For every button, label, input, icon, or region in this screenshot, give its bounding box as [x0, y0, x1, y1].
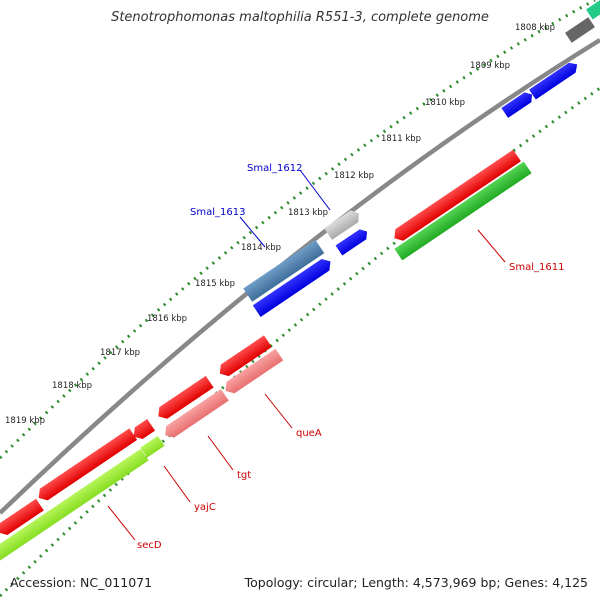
inner-tick-ring [0, 86, 600, 598]
accession-text: Accession: NC_011071 [10, 575, 153, 590]
gene-feature-lime[interactable] [140, 435, 165, 458]
kbp-label: 1816 kbp [147, 314, 187, 324]
gene-feature-red[interactable] [216, 335, 272, 379]
gene-feature-gray[interactable] [565, 17, 595, 43]
gene-feature-blue[interactable] [252, 256, 335, 317]
gene-feature-teal[interactable] [586, 0, 600, 20]
kbp-label: 1818 kbp [52, 381, 92, 391]
genome-title: Stenotrophomonas maltophilia R551-3, com… [111, 10, 489, 25]
kbp-label: 1817 kbp [100, 348, 140, 358]
gene-secD[interactable] [35, 428, 138, 503]
gene-label-tgt[interactable]: tgt [237, 470, 251, 481]
kbp-label: 1814 kbp [241, 243, 281, 253]
gene-label-yajC[interactable]: yajC [194, 502, 216, 513]
callout-line [207, 435, 234, 471]
gene-yajC[interactable] [130, 419, 156, 442]
kbp-label: 1813 kbp [288, 208, 328, 218]
kbp-label: 1815 kbp [195, 279, 235, 289]
callout-line [107, 505, 136, 541]
gene-label-queA[interactable]: queA [296, 428, 322, 439]
gene-tgt[interactable] [161, 389, 229, 441]
genome-summary-text: Topology: circular; Length: 4,573,969 bp… [244, 575, 588, 590]
gene-smal-1611-red[interactable] [390, 149, 521, 244]
callout-line [299, 169, 331, 211]
kbp-label: 1810 kbp [425, 98, 465, 108]
gene-smal-1611-green[interactable] [394, 161, 532, 261]
callout-line [264, 393, 293, 429]
callout-line [239, 216, 266, 248]
gene-feature-lime[interactable] [0, 448, 149, 562]
gene-smal-1612[interactable] [335, 227, 371, 256]
gene-label-smal-1613[interactable]: Smal_1613 [190, 207, 245, 218]
gene-label-smal-1611[interactable]: Smal_1611 [509, 262, 564, 273]
kbp-label: 1819 kbp [5, 416, 45, 426]
gene-label-smal-1612[interactable]: Smal_1612 [247, 163, 302, 174]
gene-feature-blue[interactable] [501, 90, 535, 118]
gene-smal-1613[interactable] [243, 239, 325, 302]
gene-feature-red[interactable] [154, 375, 214, 422]
gene-feature-blue[interactable] [529, 59, 580, 100]
gene-label-secD[interactable]: secD [137, 540, 162, 551]
callout-line [477, 229, 506, 263]
gene-feature-red[interactable] [0, 498, 44, 539]
callout-line [163, 465, 191, 503]
gene-queA[interactable] [222, 348, 284, 397]
kbp-label: 1811 kbp [381, 134, 421, 144]
kbp-label: 1812 kbp [334, 171, 374, 181]
kbp-label: 1808 kbp [515, 23, 555, 33]
gene-feature-light-gray[interactable] [324, 208, 363, 240]
kbp-label: 1809 kbp [470, 61, 510, 71]
